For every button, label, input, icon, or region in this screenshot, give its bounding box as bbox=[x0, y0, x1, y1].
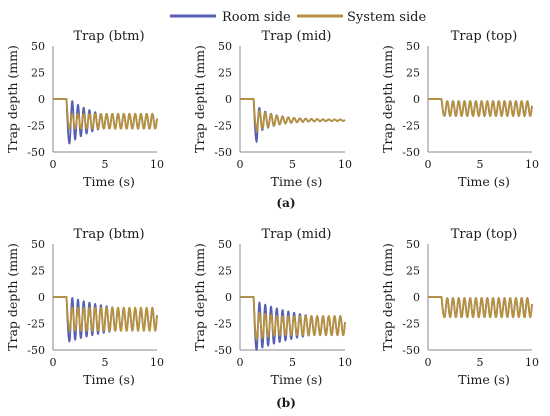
series-line-system-side bbox=[52, 98, 158, 130]
y-tick-label: 25 bbox=[218, 67, 232, 80]
chart-a-3: Trap (top)Trap depth (mm)Time (s)50250-2… bbox=[380, 29, 539, 189]
series-line-system-side bbox=[427, 98, 533, 117]
x-tick-label: 0 bbox=[425, 158, 432, 171]
panel-label-a: (a) bbox=[276, 196, 295, 210]
y-tick-label: 50 bbox=[218, 238, 232, 251]
y-tick-label: 0 bbox=[413, 93, 420, 106]
x-tick-label: 5 bbox=[102, 158, 109, 171]
x-tick-label: 10 bbox=[338, 158, 352, 171]
panel-label-b: (b) bbox=[276, 396, 296, 410]
x-tick-label: 10 bbox=[338, 356, 352, 369]
panels: Trap (btm)Trap depth (mm)Time (s)50250-2… bbox=[5, 29, 539, 387]
y-tick-label: 50 bbox=[218, 40, 232, 53]
x-tick-label: 5 bbox=[289, 356, 296, 369]
x-tick-label: 0 bbox=[237, 356, 244, 369]
y-tick-label: 25 bbox=[406, 265, 420, 278]
x-axis-label: Time (s) bbox=[271, 174, 323, 189]
y-tick-label: 25 bbox=[218, 265, 232, 278]
chart-a-2: Trap (mid)Trap depth (mm)Time (s)50250-2… bbox=[192, 29, 352, 189]
y-tick-label: 50 bbox=[406, 238, 420, 251]
y-tick-label: -25 bbox=[402, 120, 420, 133]
y-tick-label: -50 bbox=[402, 146, 420, 159]
y-tick-label: -25 bbox=[27, 120, 45, 133]
y-axis-label: Trap depth (mm) bbox=[380, 45, 395, 153]
y-axis-label: Trap depth (mm) bbox=[192, 243, 207, 351]
y-tick-label: -25 bbox=[214, 318, 232, 331]
x-tick-label: 10 bbox=[525, 158, 539, 171]
x-tick-label: 5 bbox=[477, 158, 484, 171]
y-tick-label: 50 bbox=[31, 238, 45, 251]
y-tick-label: -25 bbox=[27, 318, 45, 331]
chart-title: Trap (top) bbox=[451, 29, 518, 44]
legend: Room side System side bbox=[170, 10, 426, 25]
chart-title: Trap (top) bbox=[451, 227, 518, 242]
y-tick-label: 25 bbox=[406, 67, 420, 80]
x-tick-label: 10 bbox=[150, 356, 164, 369]
x-tick-label: 0 bbox=[50, 158, 57, 171]
x-tick-label: 5 bbox=[477, 356, 484, 369]
y-tick-label: 25 bbox=[31, 265, 45, 278]
chart-title: Trap (mid) bbox=[261, 29, 331, 44]
y-tick-label: 50 bbox=[31, 40, 45, 53]
y-tick-label: -50 bbox=[214, 344, 232, 357]
series-line-system-side bbox=[239, 98, 346, 133]
x-tick-label: 10 bbox=[525, 356, 539, 369]
y-tick-label: 0 bbox=[413, 291, 420, 304]
y-tick-label: 0 bbox=[38, 93, 45, 106]
x-axis-label: Time (s) bbox=[458, 372, 510, 387]
y-tick-label: 50 bbox=[406, 40, 420, 53]
chart-b-3: Trap (top)Trap depth (mm)Time (s)50250-2… bbox=[380, 227, 539, 387]
x-axis-label: Time (s) bbox=[458, 174, 510, 189]
x-axis-label: Time (s) bbox=[83, 174, 135, 189]
y-tick-label: -25 bbox=[214, 120, 232, 133]
legend-label-room-side: Room side bbox=[222, 10, 291, 25]
series-line-system-side bbox=[427, 296, 533, 319]
chart-b-2: Trap (mid)Trap depth (mm)Time (s)50250-2… bbox=[192, 227, 352, 387]
y-axis-label: Trap depth (mm) bbox=[192, 45, 207, 153]
y-tick-label: -50 bbox=[27, 146, 45, 159]
series-line-system-side bbox=[52, 296, 158, 332]
y-axis-label: Trap depth (mm) bbox=[5, 243, 20, 351]
x-axis-label: Time (s) bbox=[83, 372, 135, 387]
legend-label-system-side: System side bbox=[347, 10, 426, 25]
chart-title: Trap (btm) bbox=[73, 29, 144, 44]
y-tick-label: -50 bbox=[27, 344, 45, 357]
x-tick-label: 10 bbox=[150, 158, 164, 171]
y-tick-label: -50 bbox=[402, 344, 420, 357]
series-line-system-side bbox=[239, 296, 346, 341]
x-tick-label: 0 bbox=[50, 356, 57, 369]
x-tick-label: 5 bbox=[289, 158, 296, 171]
chart-b-1: Trap (btm)Trap depth (mm)Time (s)50250-2… bbox=[5, 227, 164, 387]
y-axis-label: Trap depth (mm) bbox=[380, 243, 395, 351]
y-tick-label: -25 bbox=[402, 318, 420, 331]
y-tick-label: 0 bbox=[225, 93, 232, 106]
x-axis-label: Time (s) bbox=[271, 372, 323, 387]
x-tick-label: 0 bbox=[425, 356, 432, 369]
x-tick-label: 0 bbox=[237, 158, 244, 171]
x-tick-label: 5 bbox=[102, 356, 109, 369]
chart-title: Trap (mid) bbox=[261, 227, 331, 242]
y-tick-label: -50 bbox=[214, 146, 232, 159]
y-axis-label: Trap depth (mm) bbox=[5, 45, 20, 153]
y-tick-label: 0 bbox=[38, 291, 45, 304]
y-tick-label: 0 bbox=[225, 291, 232, 304]
chart-a-1: Trap (btm)Trap depth (mm)Time (s)50250-2… bbox=[5, 29, 164, 189]
y-tick-label: 25 bbox=[31, 67, 45, 80]
chart-title: Trap (btm) bbox=[73, 227, 144, 242]
